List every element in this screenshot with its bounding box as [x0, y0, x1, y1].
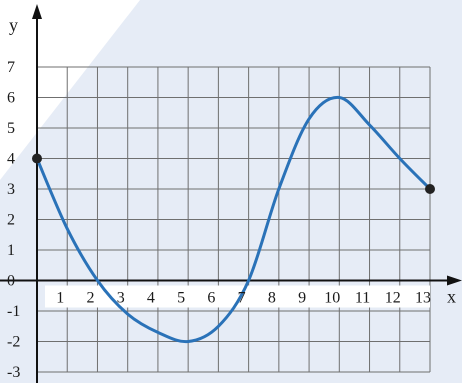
- x-tick-label: 7: [238, 290, 246, 307]
- x-tick-label: 6: [207, 290, 215, 307]
- y-tick-label: 1: [7, 242, 15, 259]
- endpoint-dot: [425, 184, 435, 194]
- x-tick-label: 11: [355, 290, 370, 307]
- y-axis-label: y: [9, 15, 18, 35]
- x-tick-label: 12: [385, 290, 401, 307]
- y-axis-arrow-icon: [32, 4, 42, 19]
- series-layer: [32, 95, 435, 344]
- function-curve: [35, 95, 432, 344]
- y-tick-label: 5: [7, 120, 15, 137]
- x-tick-label: 1: [56, 290, 64, 307]
- x-axis-arrow-icon: [447, 275, 462, 286]
- y-tick-label: 0: [7, 273, 15, 290]
- x-tick-label: 4: [147, 290, 155, 307]
- y-tick-label: 7: [7, 59, 15, 76]
- y-tick-label: 4: [7, 151, 15, 168]
- endpoint-dot: [32, 153, 42, 164]
- x-tick-label: 9: [298, 290, 306, 307]
- x-tick-label: 2: [86, 290, 94, 307]
- x-tick-label-background: [45, 285, 430, 308]
- axes: [0, 4, 462, 383]
- x-tick-label: 8: [268, 290, 276, 307]
- x-tick-label: 13: [415, 290, 431, 307]
- y-tick-label: -2: [7, 334, 20, 351]
- y-tick-label: 3: [7, 181, 15, 198]
- x-tick-label: 5: [177, 290, 185, 307]
- y-tick-label: 6: [7, 90, 15, 107]
- y-tick-labels: 7 6 5 4 3 2 1 0 -1 -2 -3: [7, 59, 20, 381]
- y-tick-label: -3: [7, 364, 20, 381]
- x-tick-label: 10: [324, 290, 340, 307]
- y-tick-label: -1: [7, 303, 20, 320]
- x-tick-labels: 1 2 3 4 5 6 7 8 9 10 11 12 13: [56, 290, 431, 307]
- x-axis-label: x: [447, 287, 456, 307]
- y-tick-label: 2: [7, 212, 15, 229]
- x-tick-label: 3: [117, 290, 125, 307]
